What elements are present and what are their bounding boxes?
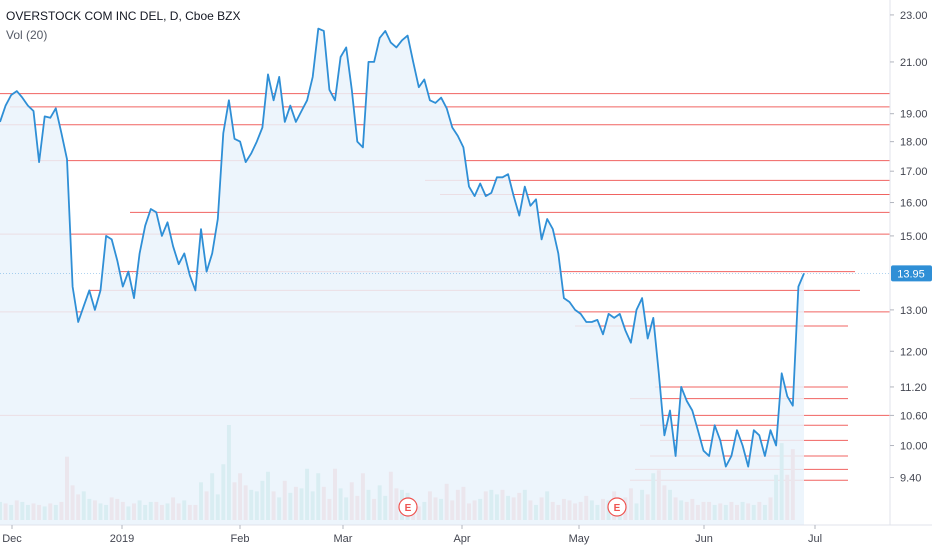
earnings-marker: E — [608, 498, 626, 516]
x-tick-label: Feb — [231, 533, 250, 545]
last-price-label: 13.95 — [897, 268, 925, 280]
x-tick-label: May — [569, 533, 590, 545]
y-tick-label: 11.20 — [900, 382, 927, 394]
x-tick-label: Dec — [2, 533, 22, 545]
y-tick-label: 18.00 — [900, 137, 928, 149]
y-tick-label: 12.00 — [900, 346, 928, 358]
x-tick-label: Mar — [334, 533, 353, 545]
y-tick-label: 15.00 — [900, 231, 928, 243]
earnings-marker-label: E — [614, 503, 621, 514]
y-tick-label: 19.00 — [900, 109, 928, 121]
y-tick-label: 10.60 — [900, 410, 928, 422]
x-tick-label: Apr — [453, 533, 470, 545]
x-tick-label: Jul — [808, 533, 822, 545]
earnings-marker-label: E — [405, 503, 412, 514]
y-tick-label: 10.00 — [900, 441, 928, 453]
y-tick-label: 9.40 — [900, 473, 921, 485]
x-tick-label: 2019 — [110, 533, 134, 545]
earnings-marker: E — [399, 498, 417, 516]
y-tick-label: 16.00 — [900, 198, 928, 210]
y-tick-label: 17.00 — [900, 166, 928, 178]
volume-indicator-label[interactable]: Vol (20) — [6, 28, 47, 42]
y-tick-label: 21.00 — [900, 57, 928, 69]
x-tick-label: Jun — [695, 533, 713, 545]
chart-title: OVERSTOCK COM INC DEL, D, Cboe BZX — [6, 9, 241, 23]
y-tick-label: 23.00 — [900, 10, 928, 22]
y-tick-label: 13.00 — [900, 305, 928, 317]
